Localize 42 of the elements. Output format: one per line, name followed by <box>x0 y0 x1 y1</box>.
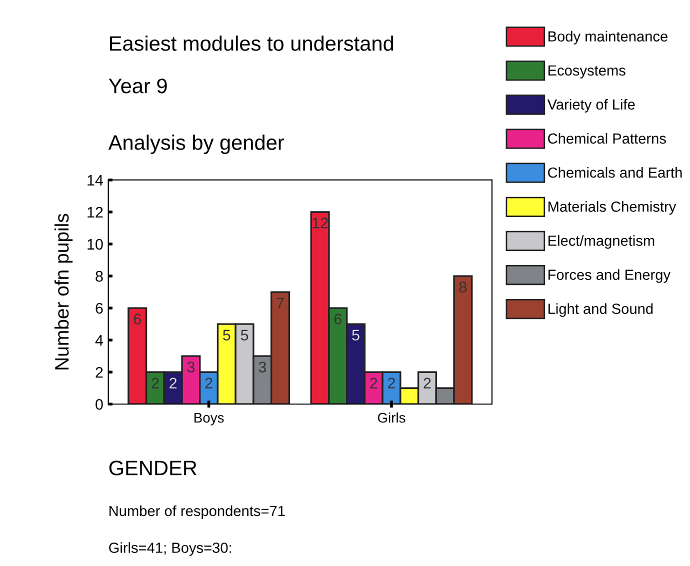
data-label: 12 <box>312 218 328 228</box>
text: Number of respondents=71 <box>110 505 285 520</box>
y-tick-label: 0 <box>96 398 103 410</box>
y-tick-label: 2 <box>96 366 103 378</box>
data-label: 3 <box>187 362 195 373</box>
text: Girls=41; Boys=30: <box>109 542 232 556</box>
legend-label: Variety of Life <box>547 98 635 113</box>
data-label: 8 <box>459 282 467 292</box>
chart-title: Easiest modules to understand <box>110 36 394 51</box>
chart-subtitle: Year 9 <box>108 78 167 94</box>
data-label: 5 <box>240 330 248 340</box>
data-label: 2 <box>152 378 159 388</box>
data-label: 3 <box>258 362 266 373</box>
data-label: 2 <box>424 378 431 388</box>
y-tick-label: 6 <box>96 302 103 314</box>
x-tick-label: Girls <box>378 412 406 423</box>
y-axis-title: Number ofn pupils <box>54 214 73 370</box>
data-label: 7 <box>276 298 284 308</box>
y-tick-label: 8 <box>96 270 103 282</box>
y-tick-label: 14 <box>88 175 104 186</box>
data-label: 2 <box>205 378 212 388</box>
y-tick-label: 10 <box>88 238 103 250</box>
data-label: 2 <box>170 378 177 388</box>
legend-label: Chemicals and Earth <box>548 167 682 178</box>
legend-label: Light and Sound <box>548 303 653 317</box>
data-label: 2 <box>370 378 378 388</box>
x-tick-label: Boys <box>194 412 224 426</box>
y-tick-label: 4 <box>95 335 104 346</box>
legend-label: Elect/magnetism <box>548 235 654 249</box>
legend-label: Body maintenance <box>548 30 668 44</box>
legend-label: Forces and Energy <box>548 269 670 283</box>
text: Analysis by gender <box>108 134 284 154</box>
text: GENDER <box>109 460 196 476</box>
legend-label: Materials Chemistry <box>548 201 676 215</box>
data-label: 6 <box>134 314 141 324</box>
data-label: 5 <box>352 330 360 340</box>
data-label: 5 <box>223 330 230 340</box>
data-label: 6 <box>334 314 342 324</box>
y-tick-label: 12 <box>88 206 103 218</box>
data-label: 2 <box>388 378 395 388</box>
legend-label: Chemical Patterns <box>548 133 666 144</box>
legend-label: Ecosystems <box>548 65 626 78</box>
